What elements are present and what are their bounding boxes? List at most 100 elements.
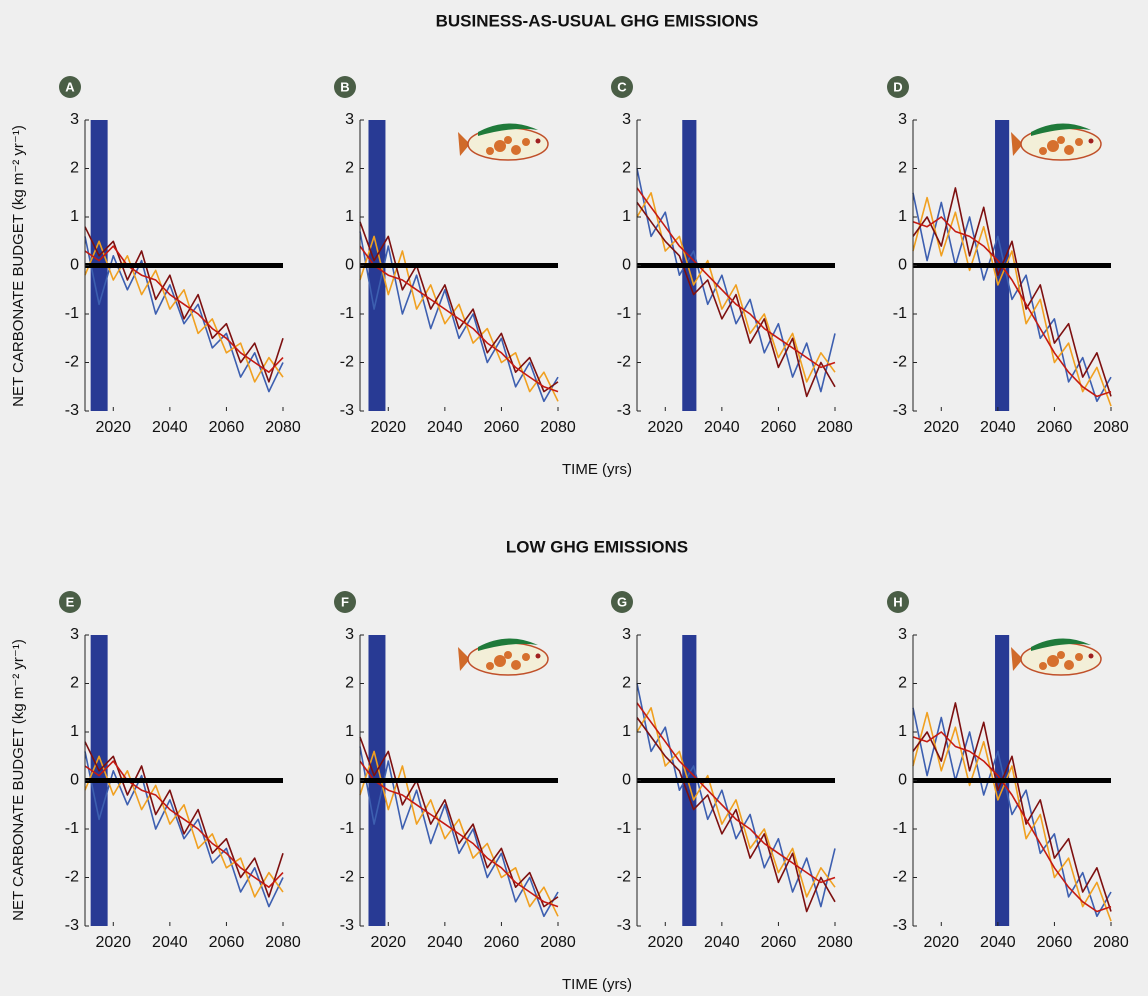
y-tick-label: -3 <box>893 917 907 934</box>
x-tick-label: 2060 <box>484 934 520 951</box>
fish-spot <box>1064 660 1074 670</box>
panel-letter: D <box>893 79 902 94</box>
panel-badge <box>611 591 633 613</box>
fish-icon <box>458 638 549 676</box>
series-line <box>84 240 284 383</box>
fish-fin <box>1031 638 1091 651</box>
panel-badge <box>887 76 909 98</box>
y-tick-label: 1 <box>70 723 79 740</box>
series-line <box>84 245 284 373</box>
fish-eye <box>535 653 541 659</box>
fish-spot <box>1039 662 1047 670</box>
fish-eye <box>1088 138 1094 144</box>
panel-letter: C <box>617 79 627 94</box>
x-tick-label: 2040 <box>152 419 188 436</box>
section-title: BUSINESS-AS-USUAL GHG EMISSIONS <box>436 11 759 30</box>
series-line <box>359 235 559 402</box>
x-tick-label: 2060 <box>1037 419 1073 436</box>
y-tick-label: 3 <box>345 111 354 128</box>
fish-spot <box>511 145 521 155</box>
panel-badge <box>334 76 356 98</box>
series-line <box>912 187 1112 397</box>
x-tick-label: 2040 <box>427 419 463 436</box>
y-tick-label: 0 <box>70 257 79 274</box>
y-tick-label: -3 <box>617 402 631 419</box>
y-tick-label: -2 <box>617 354 631 371</box>
y-tick-label: 2 <box>622 675 631 692</box>
fish-spot <box>494 655 506 667</box>
x-tick-label: 2080 <box>817 419 853 436</box>
y-tick-label: 0 <box>70 772 79 789</box>
y-tick-label: -3 <box>617 917 631 934</box>
y-tick-label: 1 <box>70 208 79 225</box>
y-tick-label: 3 <box>622 626 631 643</box>
y-tick-label: 1 <box>622 208 631 225</box>
panel-letter: F <box>341 594 349 609</box>
series-line <box>359 245 559 393</box>
x-tick-label: 2060 <box>484 419 520 436</box>
fish-tail <box>1011 647 1023 671</box>
y-tick-label: -1 <box>340 305 354 322</box>
y-tick-label: -3 <box>893 402 907 419</box>
y-axis-label: NET CARBONATE BUDGET (kg m⁻² yr⁻¹) <box>10 125 27 407</box>
x-tick-label: 2020 <box>647 419 683 436</box>
fish-spot <box>1075 653 1083 661</box>
y-tick-label: 1 <box>345 208 354 225</box>
y-tick-label: -2 <box>340 869 354 886</box>
y-tick-label: 3 <box>622 111 631 128</box>
y-tick-label: -1 <box>617 305 631 322</box>
fish-spot <box>1075 138 1083 146</box>
series-line <box>636 201 836 398</box>
fish-spot <box>522 653 530 661</box>
series-line <box>912 702 1112 912</box>
y-tick-label: 0 <box>345 257 354 274</box>
y-tick-label: 2 <box>345 675 354 692</box>
x-tick-label: 2020 <box>370 419 406 436</box>
panel-letter: E <box>66 594 75 609</box>
y-tick-label: -3 <box>340 917 354 934</box>
section-title: LOW GHG EMISSIONS <box>506 537 688 556</box>
panel-badge <box>59 591 81 613</box>
fish-fin <box>1031 123 1091 136</box>
y-tick-label: 3 <box>70 626 79 643</box>
fish-spot <box>504 136 512 144</box>
panel-letter: G <box>617 594 627 609</box>
y-tick-label: -1 <box>65 820 79 837</box>
y-tick-label: -2 <box>65 869 79 886</box>
series-line <box>636 168 836 393</box>
series-line <box>912 216 1112 398</box>
series-line <box>84 226 284 383</box>
x-tick-label: 2080 <box>265 934 301 951</box>
series-line <box>359 221 559 393</box>
y-tick-label: -3 <box>340 402 354 419</box>
x-tick-label: 2040 <box>427 934 463 951</box>
series-line <box>84 760 284 888</box>
panel-letter: A <box>65 79 75 94</box>
fish-spot <box>486 147 494 155</box>
panel-badge <box>611 76 633 98</box>
x-tick-label: 2040 <box>152 934 188 951</box>
y-tick-label: 0 <box>345 772 354 789</box>
y-tick-label: -3 <box>65 917 79 934</box>
series-line <box>84 236 284 393</box>
fish-spot <box>1057 136 1065 144</box>
y-tick-label: 2 <box>898 675 907 692</box>
fish-spot <box>504 651 512 659</box>
y-tick-label: 1 <box>898 723 907 740</box>
y-tick-label: -1 <box>617 820 631 837</box>
panel-letter: H <box>893 594 902 609</box>
fish-eye <box>535 138 541 144</box>
y-tick-label: -2 <box>893 869 907 886</box>
x-tick-label: 2040 <box>704 419 740 436</box>
y-tick-label: 2 <box>70 675 79 692</box>
series-line <box>912 731 1112 913</box>
fish-spot <box>486 662 494 670</box>
x-tick-label: 2060 <box>1037 934 1073 951</box>
x-tick-label: 2060 <box>761 934 797 951</box>
x-tick-label: 2020 <box>370 934 406 951</box>
fish-icon <box>1011 638 1102 676</box>
x-tick-label: 2080 <box>540 934 576 951</box>
x-tick-label: 2020 <box>95 934 131 951</box>
panel-badge <box>887 591 909 613</box>
